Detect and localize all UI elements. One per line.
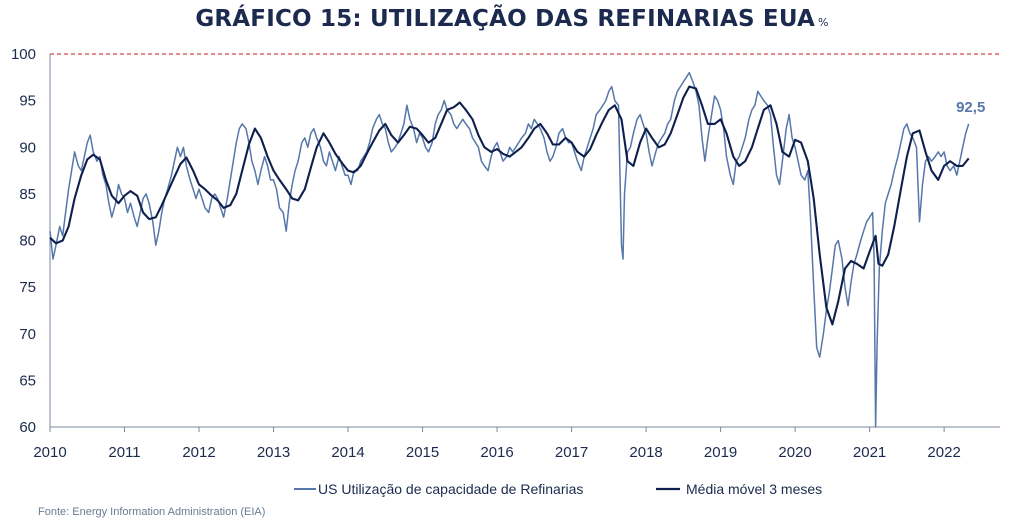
source-note: Fonte: Energy Information Administration… xyxy=(38,506,266,518)
y-tick-label: 90 xyxy=(19,139,36,156)
legend: US Utilização de capacidade de Refinaria… xyxy=(294,481,822,497)
chart-title: GRÁFICO 15: UTILIZAÇÃO DAS REFINARIAS EU… xyxy=(0,6,1024,32)
y-tick-label: 70 xyxy=(19,326,36,343)
y-tick-label: 95 xyxy=(19,93,36,110)
x-tick-label: 2013 xyxy=(257,444,290,461)
chart-title-unit: % xyxy=(818,16,829,29)
x-tick-label: 2018 xyxy=(629,444,662,461)
chart-title-text: GRÁFICO 15: UTILIZAÇÃO DAS REFINARIAS EU… xyxy=(195,6,816,32)
x-tick-label: 2012 xyxy=(182,444,215,461)
series-line-moving-average xyxy=(49,85,970,326)
x-tick-label: 2015 xyxy=(406,444,439,461)
y-tick-label: 100 xyxy=(11,46,36,63)
series-line-weekly xyxy=(49,71,970,428)
legend-label-weekly: US Utilização de capacidade de Refinaria… xyxy=(318,481,583,497)
y-tick-label: 75 xyxy=(19,279,36,296)
y-axis-ticks: 60 65 70 75 80 85 90 95 100 xyxy=(11,46,36,436)
x-tick-label: 2010 xyxy=(33,444,66,461)
x-tick-label: 2020 xyxy=(778,444,811,461)
y-tick-label: 65 xyxy=(19,372,36,389)
x-tick-label: 2019 xyxy=(704,444,737,461)
x-axis-ticks: 2010 2011 2012 2013 2014 2015 2016 2017 2018 2019… xyxy=(33,427,961,461)
x-tick-label: 2011 xyxy=(108,444,140,461)
x-tick-label: 2017 xyxy=(555,444,588,461)
y-tick-label: 60 xyxy=(19,419,36,436)
x-tick-label: 2014 xyxy=(331,444,364,461)
y-tick-label: 85 xyxy=(19,186,36,203)
last-value-label: 92,5 xyxy=(956,99,985,116)
x-tick-label: 2021 xyxy=(853,444,886,461)
x-tick-label: 2016 xyxy=(480,444,513,461)
series-group xyxy=(49,71,970,428)
legend-label-moving-average: Média móvel 3 meses xyxy=(686,481,822,497)
x-tick-label: 2022 xyxy=(927,444,960,461)
y-tick-label: 80 xyxy=(19,233,36,250)
